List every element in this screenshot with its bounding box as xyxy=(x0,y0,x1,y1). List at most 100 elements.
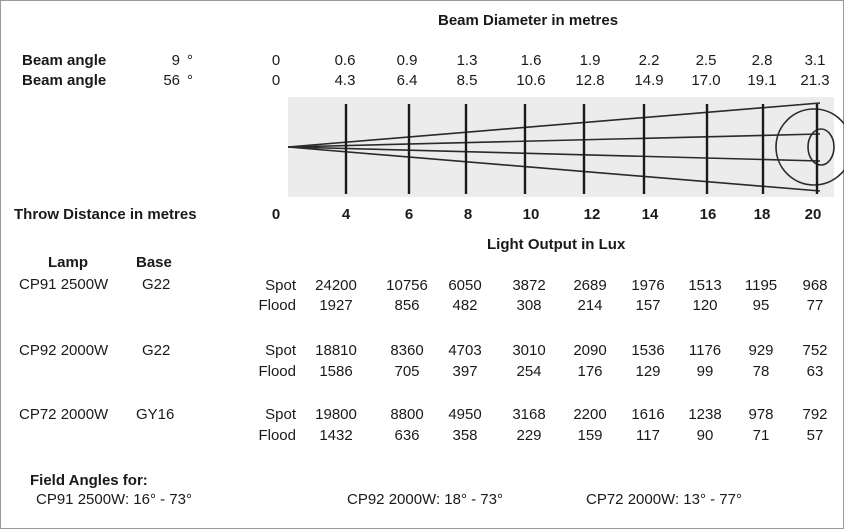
lux-cell: 1432 xyxy=(319,427,353,444)
beam-diameter-cell: 1.6 xyxy=(520,52,542,69)
lux-cell: 71 xyxy=(752,427,770,444)
field-angle-item: CP72 2000W: 13° - 77° xyxy=(586,491,742,508)
lux-cell: 3872 xyxy=(512,277,546,294)
lux-cell: 1616 xyxy=(631,406,665,423)
narrow-beam-circle xyxy=(807,128,835,166)
beam-diameter-cell: 12.8 xyxy=(575,72,605,89)
beam-diameter-cell: 14.9 xyxy=(634,72,664,89)
lux-cell: 1238 xyxy=(688,406,722,423)
lux-cell: 308 xyxy=(516,297,542,314)
lux-cell: 19800 xyxy=(315,406,357,423)
lux-cell: 482 xyxy=(452,297,478,314)
field-angles-title: Field Angles for: xyxy=(30,472,148,489)
lamp-base: G22 xyxy=(142,342,171,359)
diagram-background xyxy=(288,97,834,197)
lux-cell: 77 xyxy=(806,297,824,314)
lux-cell: 57 xyxy=(806,427,824,444)
beam-angle-label-2: Beam angle xyxy=(22,72,107,89)
throw-distance-value: 14 xyxy=(641,206,659,223)
beam-diameter-cell: 8.5 xyxy=(456,72,478,89)
field-angle-item: CP92 2000W: 18° - 73° xyxy=(347,491,503,508)
lux-cell: 10756 xyxy=(386,277,428,294)
lux-cell: 2090 xyxy=(573,342,607,359)
lux-cell: 1586 xyxy=(319,363,353,380)
lux-cell: 792 xyxy=(802,406,828,423)
beam-angle-value-1: 9 xyxy=(171,52,180,69)
lux-cell: 8360 xyxy=(390,342,424,359)
lux-cell: 978 xyxy=(748,406,774,423)
lux-cell: 705 xyxy=(394,363,420,380)
throw-distance-value: 12 xyxy=(583,206,601,223)
throw-distance-value: 8 xyxy=(463,206,473,223)
lux-cell: 856 xyxy=(394,297,420,314)
light-output-title: Light Output in Lux xyxy=(487,236,626,253)
beam-diameter-cell: 17.0 xyxy=(691,72,721,89)
lux-cell: 4950 xyxy=(448,406,482,423)
beam-diameter-cell: 0 xyxy=(271,72,281,89)
flood-label: Flood xyxy=(258,427,296,444)
throw-distance-value: 16 xyxy=(699,206,717,223)
lux-cell: 1195 xyxy=(744,277,778,294)
throw-distance-value: 6 xyxy=(404,206,414,223)
beam-diameter-cell: 1.3 xyxy=(456,52,478,69)
lux-cell: 2689 xyxy=(573,277,607,294)
spot-label: Spot xyxy=(265,277,296,294)
beam-angle-value-2: 56 xyxy=(163,72,180,89)
lux-cell: 752 xyxy=(802,342,828,359)
field-angle-item: CP91 2500W: 16° - 73° xyxy=(36,491,192,508)
spot-label: Spot xyxy=(265,406,296,423)
spot-label: Spot xyxy=(265,342,296,359)
base-column-header: Base xyxy=(136,254,172,271)
wide-beam-upper-edge xyxy=(287,102,821,148)
degree-symbol: ° xyxy=(187,72,193,89)
wide-beam-lower-edge xyxy=(287,146,821,192)
lux-cell: 8800 xyxy=(390,406,424,423)
beam-diameter-cell: 0 xyxy=(271,52,281,69)
lux-cell: 1176 xyxy=(688,342,722,359)
beam-diameter-cell: 2.8 xyxy=(751,52,773,69)
beam-diameter-cell: 4.3 xyxy=(334,72,356,89)
lux-cell: 229 xyxy=(516,427,542,444)
beam-diameter-title: Beam Diameter in metres xyxy=(438,12,619,29)
lux-cell: 159 xyxy=(577,427,603,444)
wide-beam-circle xyxy=(775,108,844,186)
beam-diameter-cell: 19.1 xyxy=(747,72,777,89)
lux-cell: 1513 xyxy=(688,277,722,294)
lux-cell: 214 xyxy=(577,297,603,314)
lamp-base: G22 xyxy=(142,276,171,293)
lux-cell: 3010 xyxy=(512,342,546,359)
lux-cell: 1927 xyxy=(319,297,353,314)
beam-diameter-cell: 3.1 xyxy=(804,52,826,69)
throw-distance-value: 10 xyxy=(522,206,540,223)
lux-cell: 78 xyxy=(752,363,770,380)
lamp-column-header: Lamp xyxy=(48,254,89,271)
lamp-base: GY16 xyxy=(136,406,175,423)
beam-diameter-cell: 6.4 xyxy=(396,72,418,89)
lux-cell: 2200 xyxy=(573,406,607,423)
lux-cell: 4703 xyxy=(448,342,482,359)
lux-cell: 397 xyxy=(452,363,478,380)
throw-distance-value: 4 xyxy=(341,206,351,223)
lux-cell: 129 xyxy=(635,363,661,380)
lux-cell: 24200 xyxy=(315,277,357,294)
lux-cell: 1536 xyxy=(631,342,665,359)
beam-angle-label-1: Beam angle xyxy=(22,52,107,69)
lux-cell: 120 xyxy=(692,297,718,314)
lux-cell: 929 xyxy=(748,342,774,359)
beam-diameter-cell: 2.2 xyxy=(638,52,660,69)
narrow-beam-lower-edge xyxy=(287,146,821,162)
beam-diameter-cell: 0.9 xyxy=(396,52,418,69)
beam-diameter-cell: 2.5 xyxy=(695,52,717,69)
lux-cell: 117 xyxy=(636,427,660,444)
beam-diameter-cell: 0.6 xyxy=(334,52,356,69)
beam-diameter-cell: 1.9 xyxy=(579,52,601,69)
throw-distance-value: 18 xyxy=(753,206,771,223)
lux-cell: 95 xyxy=(752,297,770,314)
narrow-beam-upper-edge xyxy=(287,133,821,148)
lux-cell: 18810 xyxy=(315,342,357,359)
lux-cell: 63 xyxy=(806,363,824,380)
lux-cell: 254 xyxy=(516,363,542,380)
lux-cell: 3168 xyxy=(512,406,546,423)
lamp-name: CP91 2500W xyxy=(19,276,109,293)
